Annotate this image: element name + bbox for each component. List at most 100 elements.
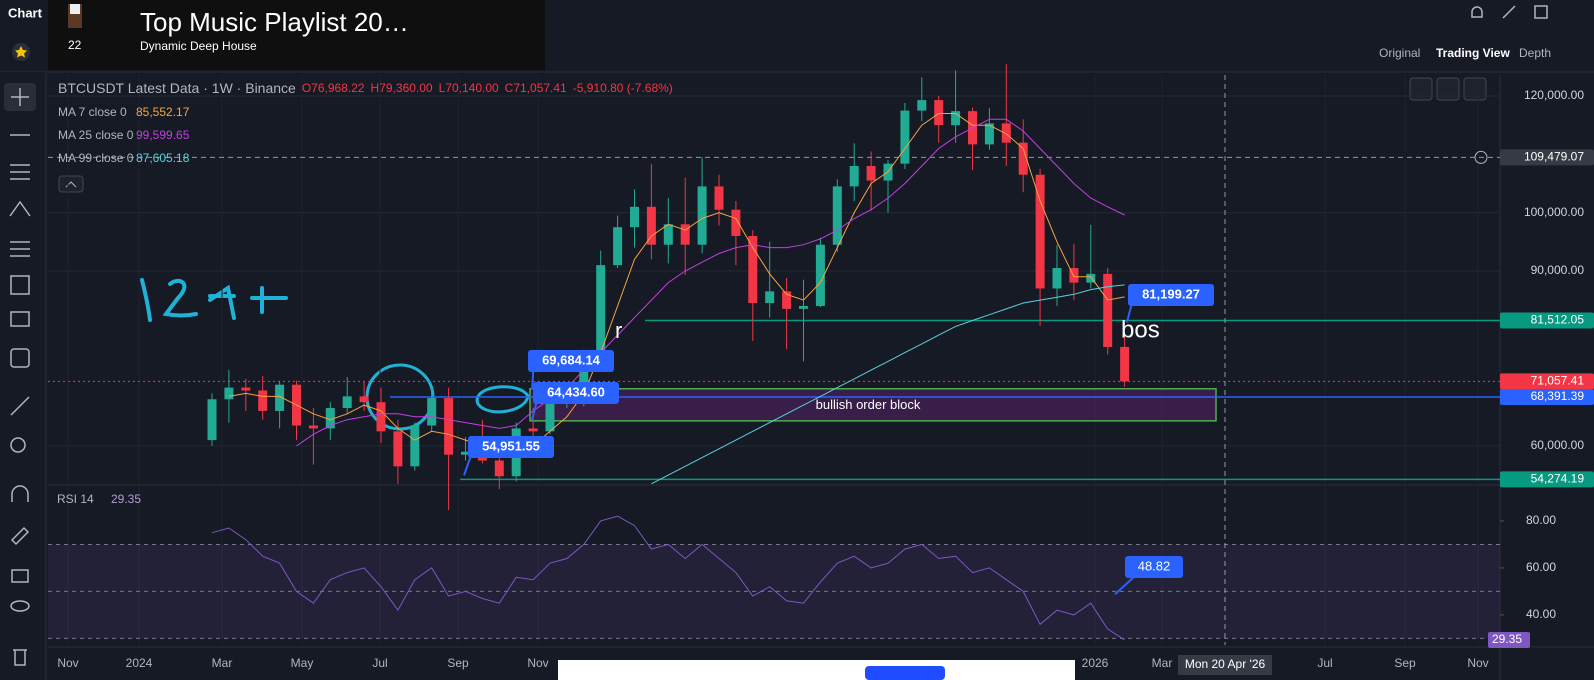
moving-average <box>651 284 1125 485</box>
view-tab[interactable]: Original <box>1379 46 1420 60</box>
fib-tool[interactable] <box>10 164 30 180</box>
moving-average <box>296 118 1125 447</box>
candle-body <box>714 186 724 210</box>
view-tab[interactable]: Depth <box>1519 46 1551 60</box>
tab-label[interactable]: Chart <box>8 5 43 20</box>
layout-button[interactable] <box>1463 77 1487 101</box>
draw-mode[interactable] <box>10 526 30 546</box>
scroll-button[interactable] <box>1409 77 1433 101</box>
candle-body <box>596 265 606 353</box>
moving-average <box>228 113 1125 456</box>
overlay-button[interactable] <box>865 666 945 680</box>
order-block <box>529 388 1217 422</box>
callout-label: 48.82 <box>1138 558 1171 573</box>
ma-legend-value: 85,552.17 <box>136 105 190 119</box>
rsi-tick-label: 80.00 <box>1526 513 1556 527</box>
playlist-count: 22 <box>68 38 82 52</box>
candle-body <box>815 244 825 306</box>
callout-box <box>1125 556 1183 578</box>
crosshair-tool[interactable] <box>11 88 29 106</box>
fullscreen-button[interactable] <box>1436 77 1460 101</box>
x-tick-label: Nov <box>527 656 548 670</box>
ma-legend: MA 25 close 0 <box>58 128 134 142</box>
visibility-tool[interactable] <box>10 600 30 612</box>
candle-body <box>951 111 961 126</box>
x-tick-label: May <box>291 656 314 670</box>
alerts[interactable] <box>1471 6 1483 18</box>
zoom-tool[interactable] <box>10 437 26 453</box>
candle-body <box>917 100 927 111</box>
trash-tool[interactable] <box>13 649 27 666</box>
collapse-legend[interactable] <box>58 175 84 193</box>
lock-tool[interactable] <box>11 569 29 583</box>
ruler-tool[interactable] <box>10 396 30 416</box>
pattern-tool[interactable] <box>9 200 31 217</box>
callout-box <box>1128 284 1214 306</box>
symbol-label: BTCUSDT Latest Data · 1W · Binance <box>58 80 296 96</box>
candle-body <box>1069 268 1079 283</box>
freehand-circle <box>475 385 530 414</box>
chart-header: BTCUSDT Latest Data · 1W · Binance O76,96… <box>58 80 673 96</box>
crosshair-tag <box>1178 655 1272 675</box>
candle-body <box>461 451 470 455</box>
candle-body <box>1120 346 1130 382</box>
candle-body <box>630 206 639 228</box>
candle-body <box>866 165 876 181</box>
candle-body <box>900 110 910 164</box>
price-tag <box>1500 373 1594 390</box>
candle-body <box>646 206 656 245</box>
price-tag-label: 81,512.05 <box>1531 313 1585 327</box>
expand[interactable] <box>1502 5 1516 19</box>
rsi-legend-value: 29.35 <box>111 492 141 506</box>
rsi-tick-label: 60.00 <box>1526 560 1556 574</box>
candle-body <box>934 100 944 126</box>
emoji-tool[interactable] <box>10 348 30 368</box>
candle-body <box>444 398 454 455</box>
price-tag <box>1500 312 1594 329</box>
ohlc-value: O76,968.22 <box>302 81 365 95</box>
ma-legend: MA 99 close 0 <box>58 151 134 165</box>
x-tick-label: Nov <box>57 656 78 670</box>
music-overlay[interactable] <box>48 0 545 70</box>
ohlc-value: H79,360.00 <box>371 81 433 95</box>
text-tool[interactable] <box>10 311 30 327</box>
star-icon <box>15 46 27 58</box>
x-tick-label: Mar <box>1152 656 1173 670</box>
callout-pointer <box>1114 575 1136 595</box>
ma-legend-value: 99,599.65 <box>136 128 190 142</box>
candle-body <box>258 390 268 411</box>
candle-body <box>427 398 437 426</box>
playlist-title[interactable]: Top Music Playlist 20… <box>140 7 409 37</box>
price-tag-label: 109,479.07 <box>1524 150 1584 164</box>
order-block-label: bullish order block <box>816 397 921 412</box>
candle-body <box>680 224 690 245</box>
candle-body <box>782 291 792 309</box>
callout-box <box>468 436 554 458</box>
shape-tool[interactable] <box>10 275 30 295</box>
settings[interactable] <box>1534 5 1548 19</box>
rsi-tag-label: 29.35 <box>1492 632 1522 646</box>
candle-body <box>731 209 741 236</box>
candle-body <box>697 186 707 245</box>
candle-body <box>342 396 352 409</box>
candle-body <box>359 396 369 403</box>
candle-body <box>984 123 994 145</box>
candle-body <box>376 402 386 432</box>
projection-tool[interactable] <box>10 241 30 257</box>
candle-body <box>1052 268 1062 289</box>
ohlc-value: L70,140.00 <box>439 81 499 95</box>
view-tab[interactable]: Trading View <box>1436 46 1510 60</box>
candle-body <box>224 387 234 400</box>
candle-body <box>308 425 318 429</box>
ohlc-value: -5,910.80 (-7.68%) <box>573 81 673 95</box>
callout-box <box>528 350 614 372</box>
rsi-tag <box>1488 631 1530 648</box>
ma-legend-value: 87,605.18 <box>136 151 190 165</box>
playlist-subtitle: Dynamic Deep House <box>140 39 257 53</box>
candle-body <box>613 227 623 266</box>
candle-body <box>1001 123 1011 143</box>
magnet-tool[interactable] <box>11 485 29 502</box>
y-tick-label: 90,000.00 <box>1531 263 1585 277</box>
candle-body <box>494 460 504 477</box>
